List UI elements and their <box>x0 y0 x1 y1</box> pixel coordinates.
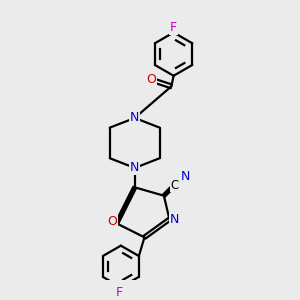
Text: N: N <box>130 112 140 124</box>
Text: N: N <box>130 161 140 174</box>
Text: F: F <box>170 21 177 34</box>
Text: O: O <box>146 74 156 86</box>
Text: C: C <box>171 179 179 192</box>
Text: N: N <box>170 213 179 226</box>
Text: N: N <box>181 170 190 183</box>
Text: F: F <box>116 286 123 299</box>
Text: O: O <box>107 215 117 228</box>
